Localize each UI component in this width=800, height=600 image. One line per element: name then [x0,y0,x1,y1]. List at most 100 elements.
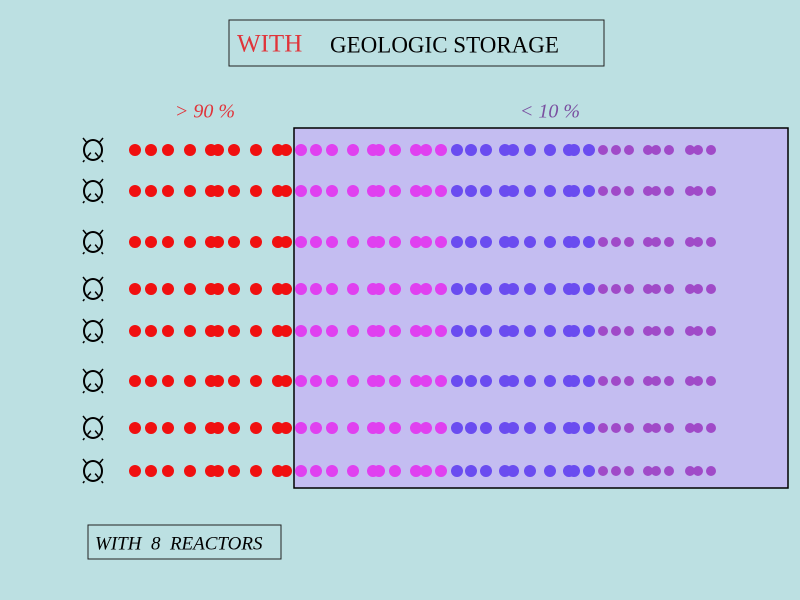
waste-dot [347,325,359,337]
waste-dot [373,465,385,477]
waste-dot [643,284,653,294]
waste-dot [280,325,292,337]
waste-dot [664,423,674,433]
waste-dot [568,185,580,197]
waste-dot [389,144,401,156]
waste-dot [664,284,674,294]
title-highlight: WITH [237,31,302,58]
waste-dot [162,465,174,477]
waste-dot [250,144,262,156]
storage-box [293,127,789,489]
waste-dot [420,236,432,248]
waste-dot [410,375,422,387]
waste-dot [643,376,653,386]
waste-dot [451,325,463,337]
waste-dot [524,325,536,337]
waste-dot [643,186,653,196]
waste-dot [598,145,608,155]
waste-dot [310,422,322,434]
waste-dot [524,375,536,387]
waste-dot [389,465,401,477]
waste-dot [145,185,157,197]
waste-dot [212,283,224,295]
waste-dot [583,465,595,477]
waste-dot [212,144,224,156]
waste-dot [568,144,580,156]
waste-dot [145,144,157,156]
waste-dot [451,144,463,156]
waste-dot [693,145,703,155]
waste-dot [129,422,141,434]
waste-dot [693,237,703,247]
waste-dot [373,144,385,156]
waste-dot [624,326,634,336]
waste-dot [347,375,359,387]
reactor-icon [83,180,103,202]
waste-dot [598,186,608,196]
waste-dot [664,145,674,155]
waste-dot [583,325,595,337]
waste-dot [410,283,422,295]
waste-dot [184,465,196,477]
waste-dot [435,283,447,295]
waste-dot [250,185,262,197]
waste-dot [480,236,492,248]
waste-dot [651,326,661,336]
waste-dot [611,186,621,196]
waste-dot [295,325,307,337]
waste-dot [706,284,716,294]
waste-dot [310,465,322,477]
waste-dot [295,375,307,387]
waste-dot [693,423,703,433]
reactor-icon [83,320,103,342]
waste-dot [507,144,519,156]
waste-dot [162,144,174,156]
waste-dot [706,466,716,476]
waste-dot [347,236,359,248]
waste-dot [347,465,359,477]
waste-dot [389,236,401,248]
waste-dot [310,236,322,248]
reactor-rows [82,137,716,484]
waste-dot [685,466,695,476]
waste-dot [145,283,157,295]
waste-dot [373,325,385,337]
waste-dot [373,375,385,387]
waste-dot [250,465,262,477]
waste-dot [228,375,240,387]
waste-dot [420,465,432,477]
waste-dot [507,185,519,197]
waste-dot [389,325,401,337]
waste-dot [451,236,463,248]
waste-dot [611,145,621,155]
waste-dot [643,145,653,155]
waste-dot [568,465,580,477]
waste-dot [250,422,262,434]
waste-dot [583,236,595,248]
waste-dot [129,283,141,295]
footer-box [87,524,282,560]
waste-dot [643,326,653,336]
waste-dot [624,284,634,294]
waste-dot [451,283,463,295]
waste-dot [228,144,240,156]
waste-dot [693,376,703,386]
waste-dot [507,375,519,387]
waste-dot [706,376,716,386]
waste-dot [706,237,716,247]
reactor-icon [83,231,103,253]
waste-dot [624,237,634,247]
waste-dot [347,144,359,156]
waste-dot [145,325,157,337]
waste-dot [524,185,536,197]
waste-dot [583,144,595,156]
waste-dot [480,465,492,477]
waste-dot [162,325,174,337]
waste-dot [624,376,634,386]
waste-dot [685,145,695,155]
waste-dot [162,375,174,387]
waste-dot [544,465,556,477]
waste-dot [145,236,157,248]
waste-dot [465,465,477,477]
